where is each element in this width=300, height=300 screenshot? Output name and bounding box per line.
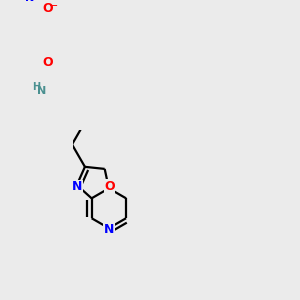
Text: O: O — [43, 2, 53, 15]
Text: N: N — [72, 180, 82, 194]
Text: H: H — [32, 82, 40, 92]
Text: O: O — [104, 180, 115, 193]
Text: −: − — [49, 1, 58, 11]
Text: N: N — [103, 223, 114, 236]
Text: N: N — [25, 0, 34, 3]
Text: N: N — [37, 86, 46, 96]
Text: O: O — [42, 56, 53, 69]
